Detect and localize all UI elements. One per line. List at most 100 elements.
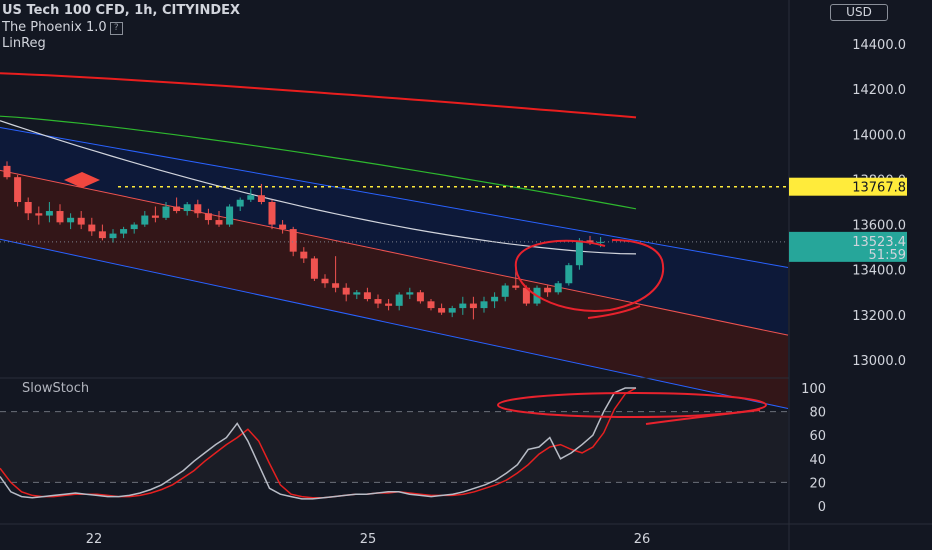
stoch-tick-label: 80 (809, 406, 826, 421)
last-price-tag (789, 231, 907, 262)
price-levels (0, 172, 788, 243)
candle-body (67, 217, 75, 223)
oscillator-title[interactable]: SlowStoch (22, 381, 90, 396)
candle-body (183, 204, 191, 212)
dotted-level-tag (789, 177, 907, 196)
candle-body (554, 283, 562, 293)
candle-body (565, 265, 573, 284)
candle-body (226, 206, 234, 225)
stoch-tick-label: 20 (809, 476, 826, 491)
candle-body (342, 287, 350, 295)
candle-body (173, 206, 181, 212)
candle-body (279, 224, 287, 230)
ma-line-green (0, 115, 637, 210)
candle-body (194, 204, 202, 214)
channel-lower-line (0, 238, 789, 410)
candlestick-series (3, 161, 605, 320)
help-icon[interactable]: ? (109, 22, 123, 35)
candle-body (575, 240, 583, 266)
candle-body (480, 301, 488, 309)
candle-body (77, 217, 85, 225)
candle-body (162, 206, 170, 218)
candle-body (14, 177, 22, 202)
candle-body (236, 199, 244, 207)
channel-upper-line (0, 127, 789, 268)
stoch-tick-label: 60 (809, 429, 826, 444)
countdown-value: 51:59 (869, 248, 906, 263)
price-tick-label: 13200.0 (852, 309, 906, 324)
candle-body (109, 233, 117, 239)
candle-body (289, 229, 297, 252)
price-axis[interactable]: 14400.014200.014000.013800.013600.013400… (788, 0, 932, 550)
candle-body (268, 202, 276, 225)
candle-body (427, 301, 435, 309)
candle-body (35, 213, 43, 216)
price-tick-label: 14200.0 (852, 83, 906, 98)
stoch-tick-label: 100 (801, 382, 826, 397)
candle-body (332, 283, 340, 288)
currency-button[interactable]: USD (830, 4, 888, 21)
candle-body (204, 213, 212, 221)
hand-drawn-annotations (497, 239, 767, 425)
symbol-title[interactable]: US Tech 100 CFD, 1h, CITYINDEX (2, 3, 241, 18)
candle-body (247, 195, 255, 200)
linreg-channel (0, 127, 789, 410)
candle-body (459, 303, 467, 309)
candle-body (45, 211, 53, 216)
axis-background (789, 0, 932, 550)
time-tick-label: 26 (634, 532, 651, 547)
candle-body (56, 211, 64, 223)
candle-body (98, 231, 106, 239)
candle-body (257, 195, 265, 202)
price-tick-label: 13000.0 (852, 354, 906, 369)
price-tick-label: 14000.0 (852, 128, 906, 143)
channel-upper-fill (0, 127, 788, 336)
circle-annotation (514, 239, 665, 312)
candle-body (300, 251, 308, 259)
candle-body (522, 287, 530, 304)
time-tick-label: 25 (360, 532, 377, 547)
candle-body (544, 287, 552, 293)
stoch-tick-label: 0 (818, 500, 826, 515)
stoch-tick-label: 40 (809, 453, 826, 468)
candle-body (321, 278, 329, 284)
candle-body (438, 308, 446, 313)
candle-body (24, 202, 32, 214)
candle-body (406, 292, 414, 295)
candle-body (385, 303, 393, 306)
candle-body (353, 292, 361, 295)
candle-body (215, 220, 223, 225)
price-tick-label: 13400.0 (852, 264, 906, 279)
ma-line-red (0, 72, 637, 119)
signal-diamond (64, 172, 100, 188)
last-price-value: 13523.4 (852, 235, 906, 250)
candle-body (448, 308, 456, 313)
indicator-linreg-label[interactable]: LinReg (2, 36, 46, 51)
candle-body (501, 285, 509, 297)
time-tick-label: 22 (86, 532, 103, 547)
candle-body (310, 258, 318, 279)
stoch-k-line (0, 387, 636, 500)
time-axis[interactable]: 22 25 26 (0, 523, 932, 547)
candle-body (3, 165, 11, 178)
candle-body (469, 303, 477, 309)
price-tick-label: 14400.0 (852, 38, 906, 53)
oval-annotation-tail (645, 409, 761, 425)
price-tick-label: 13600.0 (852, 219, 906, 234)
oval-annotation (497, 392, 767, 418)
candle-body (363, 292, 371, 300)
candle-body (120, 229, 128, 234)
indicator-phoenix-label[interactable]: The Phoenix 1.0? (2, 20, 123, 36)
candle-body (491, 296, 499, 302)
channel-lower-fill (0, 170, 788, 409)
candle-body (374, 299, 382, 304)
candle-body (586, 240, 594, 243)
channel-mid-line (0, 169, 789, 336)
stoch-band-fill (0, 411, 788, 483)
candle-body (512, 285, 520, 288)
indicator-phoenix-name: The Phoenix 1.0 (2, 20, 107, 35)
dotted-level-value: 13767.8 (852, 181, 906, 196)
circle-annotation-tail (587, 305, 641, 319)
candle-body (416, 292, 424, 302)
